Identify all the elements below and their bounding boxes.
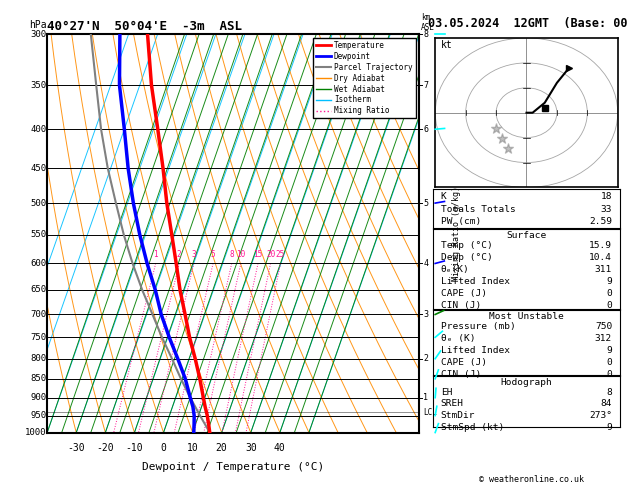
Text: 6: 6 (423, 125, 428, 134)
Text: 30: 30 (245, 442, 257, 452)
Text: Surface: Surface (506, 231, 547, 240)
Text: 03.05.2024  12GMT  (Base: 00): 03.05.2024 12GMT (Base: 00) (428, 17, 629, 30)
Text: Dewpoint / Temperature (°C): Dewpoint / Temperature (°C) (142, 463, 325, 472)
Text: 5: 5 (211, 250, 215, 259)
Text: SREH: SREH (441, 399, 464, 408)
Text: 9: 9 (606, 423, 612, 433)
Text: -10: -10 (126, 442, 143, 452)
Text: 0: 0 (606, 301, 612, 310)
Text: 84: 84 (601, 399, 612, 408)
Text: 400: 400 (30, 125, 47, 134)
Text: 0: 0 (606, 358, 612, 366)
Text: 10: 10 (237, 250, 245, 259)
Text: 650: 650 (30, 285, 47, 295)
Text: 300: 300 (30, 30, 47, 38)
Text: 450: 450 (30, 164, 47, 173)
Text: 550: 550 (30, 230, 47, 239)
Text: 2: 2 (423, 354, 428, 363)
Text: Mixing Ratio (g/kg): Mixing Ratio (g/kg) (452, 186, 461, 281)
Text: LCL: LCL (423, 408, 437, 417)
Text: © weatheronline.co.uk: © weatheronline.co.uk (479, 474, 584, 484)
Text: 0: 0 (606, 289, 612, 298)
Text: 750: 750 (30, 333, 47, 342)
Text: 850: 850 (30, 374, 47, 383)
Text: 750: 750 (595, 322, 612, 331)
Text: StmSpd (kt): StmSpd (kt) (441, 423, 504, 433)
Text: 312: 312 (595, 334, 612, 343)
Text: 25: 25 (276, 250, 285, 259)
Text: -30: -30 (67, 442, 85, 452)
Text: CIN (J): CIN (J) (441, 369, 481, 379)
Text: hPa: hPa (29, 20, 47, 30)
Text: 10.4: 10.4 (589, 253, 612, 262)
Text: PW (cm): PW (cm) (441, 217, 481, 226)
Text: 1: 1 (423, 393, 428, 402)
Text: K: K (441, 192, 447, 201)
Text: 2.59: 2.59 (589, 217, 612, 226)
Text: -20: -20 (96, 442, 114, 452)
Text: 500: 500 (30, 199, 47, 208)
Text: Lifted Index: Lifted Index (441, 277, 510, 286)
Text: StmDir: StmDir (441, 412, 476, 420)
Text: 40°27'N  50°04'E  -3m  ASL: 40°27'N 50°04'E -3m ASL (47, 20, 242, 33)
Text: 700: 700 (30, 310, 47, 319)
Text: θₑ (K): θₑ (K) (441, 334, 476, 343)
Text: Most Unstable: Most Unstable (489, 312, 564, 321)
Text: 9: 9 (606, 346, 612, 355)
Text: 0: 0 (160, 442, 167, 452)
Text: 900: 900 (30, 393, 47, 402)
Text: CAPE (J): CAPE (J) (441, 289, 487, 298)
Text: 9: 9 (606, 277, 612, 286)
Text: CIN (J): CIN (J) (441, 301, 481, 310)
Text: km
ASL: km ASL (421, 13, 435, 32)
Text: 600: 600 (30, 259, 47, 268)
Text: 20: 20 (216, 442, 228, 452)
Text: 2: 2 (177, 250, 182, 259)
Text: Temp (°C): Temp (°C) (441, 241, 493, 250)
Text: 15: 15 (253, 250, 263, 259)
Text: 4: 4 (423, 259, 428, 268)
Text: 800: 800 (30, 354, 47, 363)
Text: 18: 18 (601, 192, 612, 201)
Text: 1: 1 (153, 250, 158, 259)
Text: Pressure (mb): Pressure (mb) (441, 322, 516, 331)
Text: 273°: 273° (589, 412, 612, 420)
Text: 5: 5 (423, 199, 428, 208)
Text: Lifted Index: Lifted Index (441, 346, 510, 355)
Text: 40: 40 (274, 442, 286, 452)
Text: 311: 311 (595, 265, 612, 274)
Text: CAPE (J): CAPE (J) (441, 358, 487, 366)
Text: 350: 350 (30, 81, 47, 89)
Text: 3: 3 (191, 250, 196, 259)
Text: 8: 8 (606, 387, 612, 397)
Text: 3: 3 (423, 310, 428, 319)
Text: EH: EH (441, 387, 452, 397)
Text: 950: 950 (30, 411, 47, 420)
Text: 8: 8 (423, 30, 428, 38)
Text: Dewp (°C): Dewp (°C) (441, 253, 493, 262)
Text: 0: 0 (606, 369, 612, 379)
Text: Totals Totals: Totals Totals (441, 205, 516, 213)
Text: 8: 8 (230, 250, 234, 259)
Text: 10: 10 (187, 442, 199, 452)
Text: 1000: 1000 (25, 428, 47, 437)
Text: 15.9: 15.9 (589, 241, 612, 250)
Legend: Temperature, Dewpoint, Parcel Trajectory, Dry Adiabat, Wet Adiabat, Isotherm, Mi: Temperature, Dewpoint, Parcel Trajectory… (313, 38, 416, 119)
Text: 33: 33 (601, 205, 612, 213)
Text: θₑ(K): θₑ(K) (441, 265, 470, 274)
Text: 20: 20 (266, 250, 276, 259)
Text: Hodograph: Hodograph (501, 378, 552, 386)
Text: 7: 7 (423, 81, 428, 89)
